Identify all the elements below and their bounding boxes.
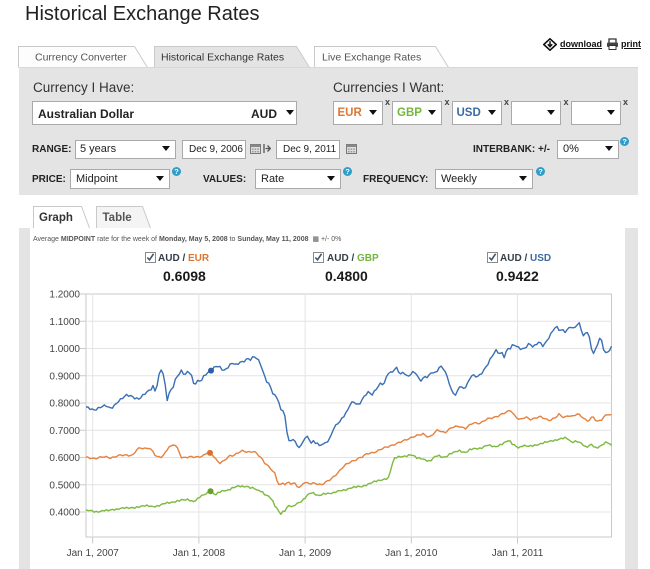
- svg-text:0.9000: 0.9000: [49, 371, 80, 382]
- svg-text:Table: Table: [103, 212, 132, 224]
- svg-text:0.7000: 0.7000: [49, 426, 80, 437]
- svg-text:Jan 1, 2008: Jan 1, 2008: [173, 548, 226, 559]
- svg-text:1.1000: 1.1000: [49, 317, 80, 328]
- svg-text:Jan 1, 2010: Jan 1, 2010: [385, 548, 438, 559]
- svg-text:1.2000: 1.2000: [49, 290, 80, 301]
- svg-text:0.5000: 0.5000: [49, 480, 80, 491]
- svg-text:Graph: Graph: [39, 212, 73, 224]
- svg-text:0.6000: 0.6000: [49, 453, 80, 464]
- svg-text:Jan 1, 2007: Jan 1, 2007: [67, 548, 120, 559]
- svg-text:Historical Exchange Rates: Historical Exchange Rates: [161, 52, 284, 64]
- svg-text:0.4000: 0.4000: [49, 508, 80, 519]
- svg-text:Jan 1, 2009: Jan 1, 2009: [279, 548, 332, 559]
- svg-text:0.8000: 0.8000: [49, 399, 80, 410]
- svg-text:Live Exchange Rates: Live Exchange Rates: [322, 52, 421, 64]
- svg-text:Currency Converter: Currency Converter: [35, 52, 127, 64]
- svg-text:Jan 1, 2011: Jan 1, 2011: [492, 548, 544, 559]
- svg-text:1.0000: 1.0000: [49, 344, 80, 355]
